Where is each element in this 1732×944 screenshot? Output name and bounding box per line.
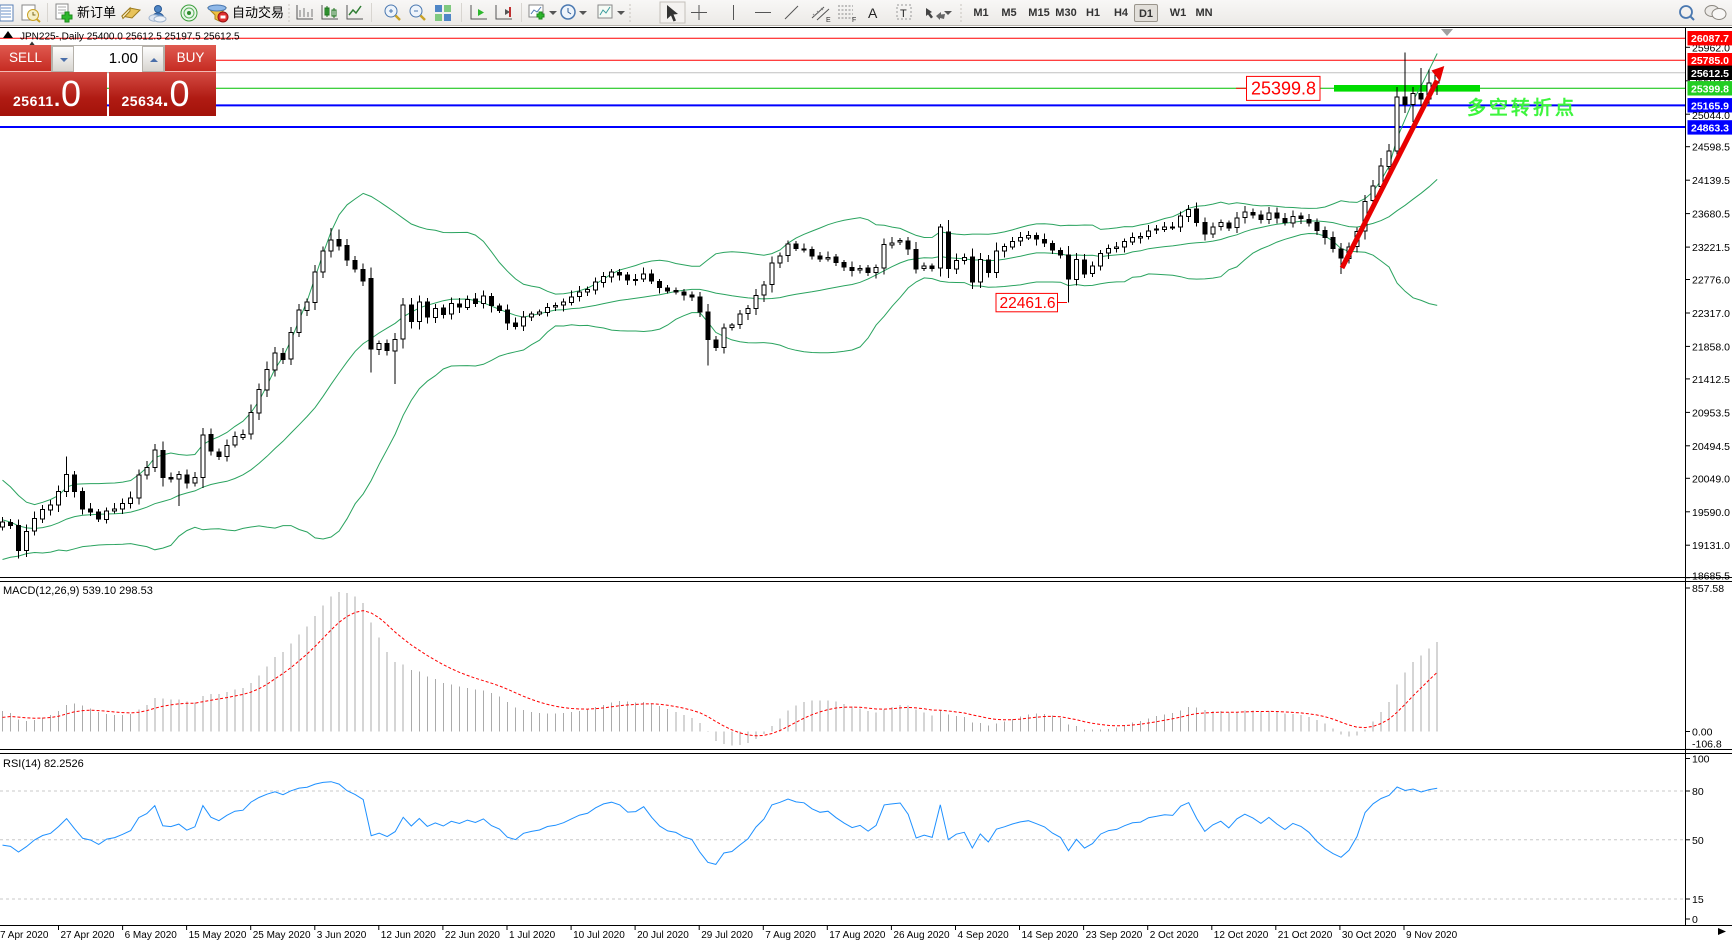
svg-text:1 Jul 2020: 1 Jul 2020: [509, 930, 556, 941]
svg-text:25399.8: 25399.8: [1691, 83, 1729, 95]
svg-text:21412.5: 21412.5: [1692, 374, 1730, 386]
svg-text:10 Jul 2020: 10 Jul 2020: [573, 930, 625, 941]
svg-text:7 Aug 2020: 7 Aug 2020: [765, 930, 816, 941]
svg-text:25165.9: 25165.9: [1691, 100, 1729, 112]
svg-text:25 May 2020: 25 May 2020: [253, 930, 311, 941]
svg-text:23221.5: 23221.5: [1692, 242, 1730, 254]
svg-text:20049.0: 20049.0: [1692, 473, 1730, 485]
svg-text:26 Aug 2020: 26 Aug 2020: [893, 930, 950, 941]
svg-text:50: 50: [1692, 835, 1704, 847]
svg-text:-106.8: -106.8: [1692, 739, 1722, 751]
svg-text:MACD(12,26,9) 539.10 298.53: MACD(12,26,9) 539.10 298.53: [3, 585, 153, 597]
svg-text:新订单: 新订单: [77, 5, 116, 20]
svg-text:857.58: 857.58: [1692, 583, 1724, 595]
svg-text:E: E: [826, 17, 831, 24]
svg-text:15 May 2020: 15 May 2020: [189, 930, 247, 941]
svg-text:22461.6: 22461.6: [1000, 295, 1056, 312]
svg-text:100: 100: [1692, 754, 1710, 766]
svg-text:20953.5: 20953.5: [1692, 407, 1730, 419]
svg-text:21 Oct 2020: 21 Oct 2020: [1278, 930, 1333, 941]
svg-text:15: 15: [1692, 894, 1704, 906]
svg-text:7 Apr 2020: 7 Apr 2020: [0, 930, 49, 941]
svg-text:18685.5: 18685.5: [1692, 570, 1730, 582]
svg-text:12 Oct 2020: 12 Oct 2020: [1214, 930, 1269, 941]
svg-text:23 Sep 2020: 23 Sep 2020: [1086, 930, 1143, 941]
svg-text:F: F: [852, 17, 856, 24]
svg-text:29 Jul 2020: 29 Jul 2020: [701, 930, 753, 941]
svg-text:0: 0: [1692, 914, 1698, 926]
svg-text:12 Jun 2020: 12 Jun 2020: [381, 930, 436, 941]
svg-text:25785.0: 25785.0: [1691, 55, 1729, 67]
svg-text:27 Apr 2020: 27 Apr 2020: [61, 930, 115, 941]
svg-text:20 Jul 2020: 20 Jul 2020: [637, 930, 689, 941]
svg-text:T: T: [900, 8, 907, 20]
svg-text:14 Sep 2020: 14 Sep 2020: [1022, 930, 1079, 941]
svg-text:26087.7: 26087.7: [1691, 33, 1729, 45]
svg-text:多空转折点: 多空转折点: [1467, 96, 1577, 119]
svg-text:RSI(14) 82.2526: RSI(14) 82.2526: [3, 758, 84, 770]
svg-text:30 Oct 2020: 30 Oct 2020: [1342, 930, 1397, 941]
svg-text:20494.5: 20494.5: [1692, 441, 1730, 453]
svg-text:22317.0: 22317.0: [1692, 308, 1730, 320]
svg-text:4 Sep 2020: 4 Sep 2020: [958, 930, 1010, 941]
svg-text:25399.8: 25399.8: [1251, 79, 1316, 99]
svg-text:19590.0: 19590.0: [1692, 507, 1730, 519]
svg-text:23680.5: 23680.5: [1692, 209, 1730, 221]
svg-text:自动交易: 自动交易: [232, 5, 284, 20]
svg-text:9 Nov 2020: 9 Nov 2020: [1406, 930, 1458, 941]
svg-text:80: 80: [1692, 786, 1704, 798]
svg-text:2 Oct 2020: 2 Oct 2020: [1150, 930, 1199, 941]
svg-text:25044.0: 25044.0: [1692, 110, 1730, 122]
svg-text:JPN225-,Daily 25400.0 25612.5: JPN225-,Daily 25400.0 25612.5 25197.5 25…: [20, 32, 240, 43]
svg-text:24863.3: 24863.3: [1691, 122, 1729, 134]
svg-text:6 May 2020: 6 May 2020: [125, 930, 178, 941]
svg-text:A: A: [868, 5, 878, 21]
svg-text:22 Jun 2020: 22 Jun 2020: [445, 930, 500, 941]
svg-text:24598.5: 24598.5: [1692, 142, 1730, 154]
svg-text:22776.0: 22776.0: [1692, 275, 1730, 287]
svg-text:21858.0: 21858.0: [1692, 341, 1730, 353]
svg-text:3 Jun 2020: 3 Jun 2020: [317, 930, 367, 941]
svg-text:24139.5: 24139.5: [1692, 175, 1730, 187]
svg-text:25612.5: 25612.5: [1691, 68, 1729, 80]
svg-text:0.00: 0.00: [1692, 727, 1713, 739]
svg-text:19131.0: 19131.0: [1692, 540, 1730, 552]
svg-text:17 Aug 2020: 17 Aug 2020: [829, 930, 886, 941]
